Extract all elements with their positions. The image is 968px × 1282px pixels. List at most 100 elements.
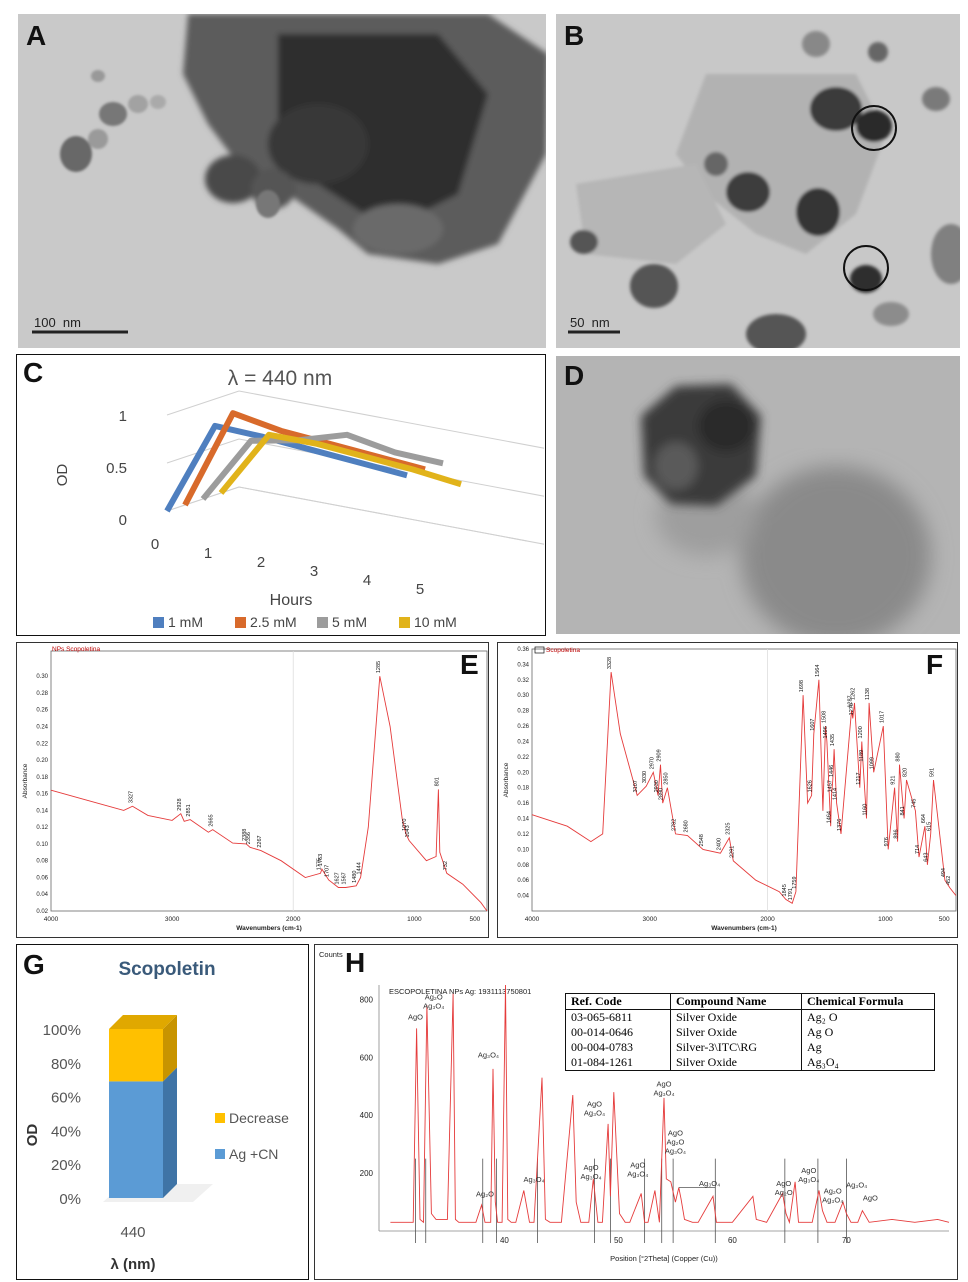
chart-g-y-tick: 60% (51, 1090, 81, 1107)
ir-peak-label: 3328 (607, 657, 613, 669)
table-cell: Ag₃O₄ (801, 1055, 935, 1071)
ir-y-tick: 0.12 (36, 825, 48, 831)
ir-peak-label: 1508 (822, 711, 828, 723)
ir-peak-label: 921 (891, 776, 897, 785)
chart-h-y-tick: 800 (360, 995, 374, 1004)
ir-y-tick: 0.20 (517, 770, 529, 776)
ir-peak-label: 732 (443, 861, 449, 870)
ir-peak-label: 615 (927, 822, 933, 831)
ir-y-tick: 0.30 (36, 674, 48, 680)
ir-peak-label: 1607 (810, 719, 816, 731)
ir-y-tick: 0.18 (36, 775, 48, 781)
ir-y-tick: 0.02 (36, 909, 48, 915)
chart-g-bar-segment (109, 1081, 163, 1198)
chart-g-title: Scopoletin (118, 959, 215, 980)
ir-peak-label: 1435 (830, 734, 836, 746)
ir-peak-label: 1217 (856, 772, 862, 784)
ir-y-tick: 0.14 (517, 817, 529, 823)
chart-c-floor (166, 486, 528, 542)
ir-peak-label: 1287 (848, 695, 854, 707)
ir-y-tick: 0.36 (517, 647, 529, 653)
ir-y-tick: 0.12 (517, 832, 529, 838)
ir-peak-label: 2388 (242, 829, 248, 841)
chart-c-ylabel: OD (54, 464, 71, 487)
panel-f: 4000 3000 2000 1000 500 0.04 0.06 0.08 0.10 0.12 0… (497, 642, 958, 938)
ir-peak-label: 3030 (642, 771, 648, 783)
chart-h-diffractogram (390, 984, 950, 1225)
ir-peak-label: 2890 (659, 788, 665, 800)
ir-peak-label: 664 (921, 814, 927, 823)
table-header: Chemical Formula (801, 993, 935, 1010)
table-cell: 03-065-6811 (565, 1009, 671, 1025)
ir-peak-label: 820 (903, 768, 909, 777)
chart-c-xlabel: Hours (270, 592, 313, 609)
chart-h-peak-label: AgO (408, 1013, 423, 1022)
ir-ylabel: Absorbance (503, 762, 510, 797)
ir-peak-label: 1376 (837, 819, 843, 831)
ir-peak-label: 1200 (858, 726, 864, 738)
chart-g-legend-swatch (215, 1149, 225, 1159)
chart-h-peak-label: Ag₂O (425, 992, 443, 1001)
table-cell: Silver-3\ITC\RG (670, 1040, 802, 1055)
chart-h-peak-label: Ag₃O₄ (665, 1146, 686, 1155)
tem-image-d (556, 356, 960, 634)
ir-peak-label: 1845 (782, 884, 788, 896)
ir-peak-label: 3327 (129, 791, 135, 803)
ir-legend-box (534, 646, 545, 654)
ir-peak-label: 1698 (799, 680, 805, 692)
chart-g-xlabel: λ (nm) (111, 1256, 156, 1273)
ir-title: Scopoletina (546, 647, 580, 654)
chart-c-gridline (238, 390, 545, 449)
ir-peak-label: 1444 (357, 862, 363, 874)
ir-x-tick: 2000 (286, 916, 301, 923)
chart-g: Scopoletin 0% 20% 40% 60% 80% 100% OD 440 λ (nm) D… (24, 959, 289, 1273)
ir-peak-label: 1276 (849, 703, 855, 715)
panel-a: A 100 nm (18, 14, 546, 348)
ir-peak-label: 2909 (656, 749, 662, 761)
ir-x-tick: 4000 (44, 916, 59, 923)
chart-c-legend-swatch (399, 617, 410, 628)
ir-peak-label: 2291 (729, 846, 735, 858)
chart-h-peak-label: AgO (776, 1179, 791, 1188)
panel-c: λ = 440 nm 0 0.5 1 OD 0 1 2 3 4 5 Hours 1 mM 2.5 mM 5 … (16, 354, 546, 636)
panel-h: Counts ESCOPOLETINA NPs Ag: 1931113750801… (314, 944, 958, 1280)
ir-x-tick: 4000 (525, 916, 540, 923)
chart-h-peak-label: Ag₂O (666, 1137, 684, 1146)
table-cell: Ag₂ O (801, 1009, 935, 1025)
ir-peak-label: 2267 (257, 835, 263, 847)
ir-peak-label: 1707 (325, 865, 331, 877)
table-cell: Silver Oxide (670, 1055, 802, 1071)
chart-h-peak-label: Ag₃O₄ (423, 1001, 444, 1010)
panel-label-b: B (564, 20, 585, 51)
chart-g-bar-top (109, 1015, 177, 1029)
chart-h-peak-label: Ag₃O₄ (580, 1172, 601, 1181)
chart-h-peak-label: AgO (668, 1128, 683, 1137)
ir-peak-label: 2851 (186, 804, 192, 816)
ir-y-tick: 0.26 (517, 724, 529, 730)
ir-peak-label: 2356 (246, 832, 252, 844)
ir-peak-label: 2665 (209, 814, 215, 826)
chart-g-legend-swatch (215, 1113, 225, 1123)
chart-c-x-tick: 2 (257, 554, 265, 571)
table-cell: Ag O (801, 1025, 935, 1040)
ir-peak-label: 2850 (663, 772, 669, 784)
chart-h-x-tick: 40 (500, 1236, 509, 1245)
ir-peak-label: 1414 (833, 788, 839, 800)
ir-y-tick: 0.04 (517, 894, 529, 900)
ir-y-tick: 0.16 (517, 801, 529, 807)
ir-peak-label: 2680 (683, 820, 689, 832)
chart-h-peak-label: Ag₂O (476, 1189, 494, 1198)
ir-x-tick: 3000 (643, 916, 658, 923)
ir-peak-label: 1017 (879, 711, 885, 723)
chart-g-y-tick: 20% (51, 1157, 81, 1174)
chart-g-y-tick: 80% (51, 1056, 81, 1073)
chart-c-legend-swatch (317, 617, 328, 628)
ir-y-tick: 0.28 (36, 691, 48, 697)
ir-x-tick: 1000 (407, 916, 422, 923)
chart-h-peak-label: AgO (584, 1163, 599, 1172)
table-cell: Ag (801, 1040, 935, 1055)
ir-peak-label: 1464 (827, 811, 833, 823)
ir-y-tick: 0.24 (36, 724, 48, 730)
panel-label-a: A (26, 20, 47, 51)
ir-y-tick: 0.22 (36, 741, 48, 747)
